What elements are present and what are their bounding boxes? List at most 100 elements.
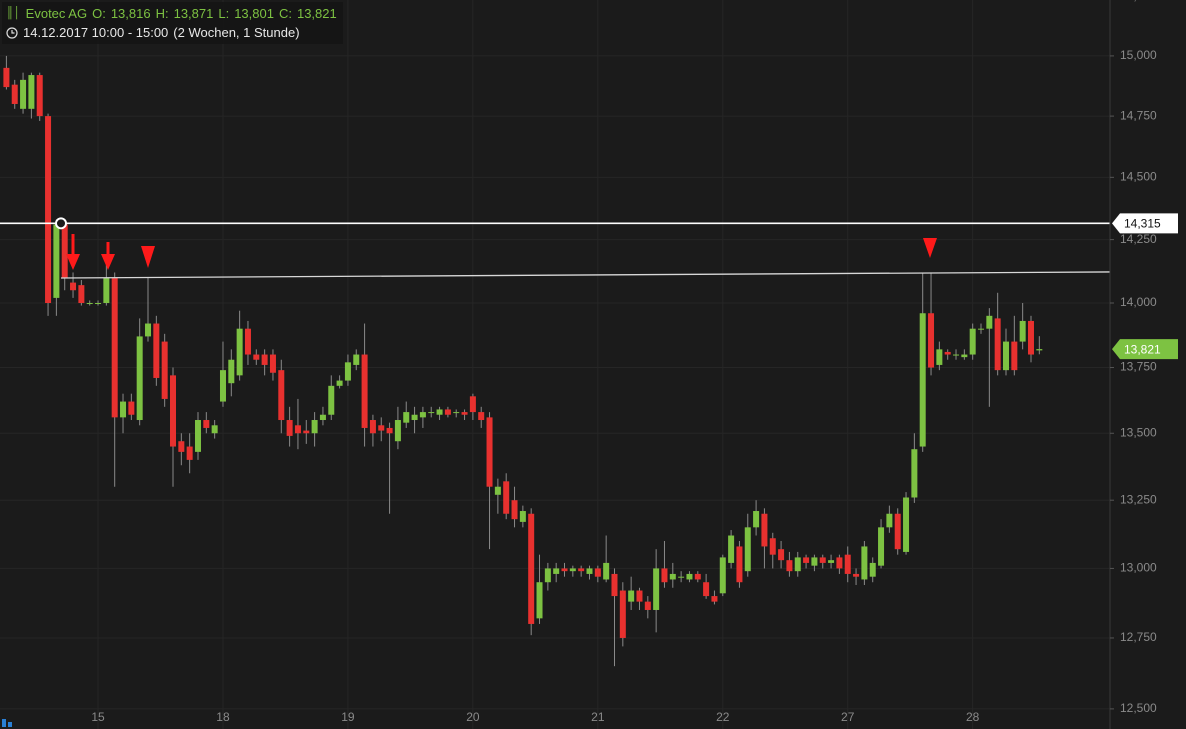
candle-body xyxy=(519,511,526,522)
candle-body xyxy=(561,568,568,572)
candle-body xyxy=(386,427,393,434)
candle-body xyxy=(944,351,951,355)
y-tick-label: 15,250 xyxy=(1120,0,1157,3)
arrow xyxy=(101,242,115,270)
candle-body xyxy=(70,282,77,291)
candle-body xyxy=(928,313,935,368)
candle-body xyxy=(269,354,276,373)
y-tick-label: 12,500 xyxy=(1120,701,1157,715)
x-tick-label: 28 xyxy=(966,710,980,724)
candle-body xyxy=(611,573,618,597)
candle-body xyxy=(228,359,235,384)
candle-body xyxy=(778,549,785,561)
candle-body xyxy=(853,573,860,577)
candle-body xyxy=(253,354,260,360)
candle-body xyxy=(344,362,351,381)
candle-body xyxy=(1003,341,1009,371)
candle-body xyxy=(28,75,35,109)
candle-body xyxy=(569,568,576,572)
candle-body xyxy=(178,441,185,452)
candle-body xyxy=(186,446,193,460)
arrow xyxy=(66,234,80,270)
candle-body xyxy=(20,79,27,109)
candle-body xyxy=(861,546,868,580)
candle-body xyxy=(644,601,651,610)
candle-body xyxy=(3,67,10,88)
y-axis-panel xyxy=(1110,0,1186,729)
candle-body xyxy=(1011,341,1018,371)
candle-body xyxy=(786,560,793,572)
instrument-title: Evotec AG xyxy=(25,6,88,21)
x-tick-label: 19 xyxy=(341,710,355,724)
candle-body xyxy=(978,328,985,330)
y-tick-label: 13,000 xyxy=(1120,561,1157,575)
candle-body xyxy=(53,224,60,298)
candle-body xyxy=(869,562,876,577)
candle-body xyxy=(369,420,376,434)
ohlc-price: 13,821 xyxy=(296,6,337,21)
candle-body xyxy=(953,354,960,356)
candle-body xyxy=(528,513,535,624)
candle-body xyxy=(769,538,776,555)
candle-body xyxy=(511,500,518,520)
candle-body xyxy=(261,354,268,365)
annotation-arrows xyxy=(66,234,937,270)
candle-body xyxy=(586,568,593,574)
candle-body xyxy=(444,409,451,415)
candle-body xyxy=(494,486,501,495)
candle-body xyxy=(836,557,843,569)
candle-body xyxy=(594,568,601,577)
candle-body xyxy=(678,576,685,578)
candle-body xyxy=(353,354,360,365)
candle-body xyxy=(719,557,726,594)
y-tick-label: 14,500 xyxy=(1120,169,1157,183)
candle-body xyxy=(153,323,160,378)
ohlc-values: O: 13,816 H: 13,871 L: 13,801 C: 13,821 xyxy=(92,4,337,23)
candles xyxy=(3,55,1043,667)
candle-body xyxy=(919,313,926,447)
chart-header: ║│ Evotec AG O: 13,816 H: 13,871 L: 13,801 C: 1… xyxy=(2,2,343,44)
x-tick-label: 27 xyxy=(841,710,855,724)
price-tag-label: 14,315 xyxy=(1124,216,1161,230)
candle-body xyxy=(628,590,635,602)
ohlc-price: 13,871 xyxy=(173,6,214,21)
candle-body xyxy=(294,425,301,434)
candle-body xyxy=(478,412,485,421)
y-tick-label: 13,750 xyxy=(1120,360,1157,374)
candle-body xyxy=(753,511,760,528)
candle-body xyxy=(686,573,693,580)
candle-body xyxy=(819,557,826,563)
arrow xyxy=(923,238,937,258)
candle-body xyxy=(278,370,285,421)
candle-body xyxy=(1027,320,1034,355)
trend-line xyxy=(60,271,1111,279)
candle-body xyxy=(211,425,218,434)
candle-body xyxy=(711,596,718,602)
candle-body xyxy=(436,409,443,415)
candle-body xyxy=(219,370,226,402)
candle-body xyxy=(461,412,468,415)
candle-body xyxy=(536,582,543,619)
candle-body xyxy=(903,497,910,552)
candle-body xyxy=(336,380,343,386)
candle-body xyxy=(78,285,85,304)
ohlc-price: 13,816 xyxy=(110,6,151,21)
candle-body xyxy=(378,425,385,431)
candle-body xyxy=(11,84,18,104)
candle-body xyxy=(803,557,810,563)
candle-body xyxy=(661,568,668,583)
candle-body xyxy=(578,568,585,572)
candle-body xyxy=(428,412,435,414)
candle-body xyxy=(194,420,201,452)
candle-body xyxy=(744,527,751,572)
candle-body xyxy=(128,401,135,415)
candle-body xyxy=(1036,349,1043,351)
candle-body xyxy=(394,420,401,442)
candle-body xyxy=(736,546,743,583)
candle-body xyxy=(503,481,510,514)
candle-body xyxy=(694,573,701,580)
interval: (2 Wochen, 1 Stunde) xyxy=(173,25,300,40)
candle-body xyxy=(619,590,626,638)
